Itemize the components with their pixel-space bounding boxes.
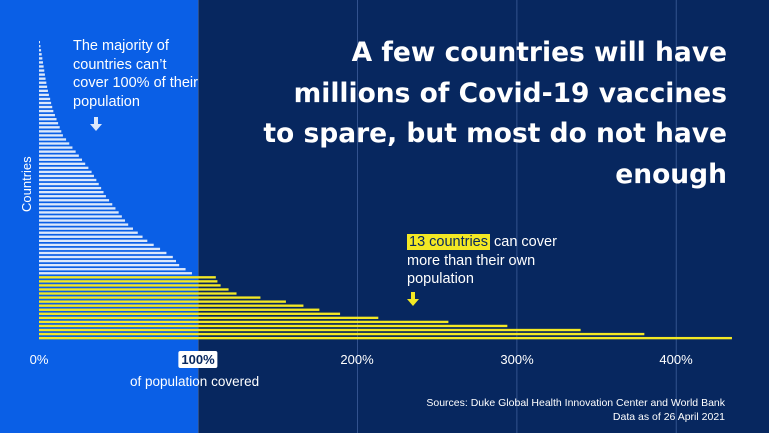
country-bar [39, 65, 44, 68]
country-bar [39, 41, 40, 44]
chart-title: A few countries will have millions of Co… [263, 37, 727, 190]
country-bar [39, 85, 48, 88]
country-bar [39, 101, 52, 105]
x-tick-300: 300% [500, 352, 534, 367]
country-bar [39, 324, 508, 328]
country-bar [39, 142, 70, 145]
country-bar [39, 126, 60, 129]
country-bar [39, 259, 176, 263]
country-bar [39, 134, 63, 137]
country-bar [39, 255, 173, 259]
country-bar [39, 316, 379, 320]
country-bar [39, 162, 86, 165]
country-bar [39, 292, 237, 295]
country-bar [39, 251, 167, 255]
country-bar [39, 146, 73, 149]
country-bar [39, 203, 113, 206]
x-tick-400: 400% [659, 352, 693, 367]
country-bar [39, 199, 110, 202]
country-bar [39, 174, 94, 178]
country-bar [39, 231, 138, 234]
country-bar [39, 284, 221, 287]
country-bar [39, 113, 55, 117]
country-bar [39, 118, 57, 121]
country-bar [39, 272, 192, 275]
country-bar [39, 328, 581, 332]
over-100-annotation: 13 countries can cover more than their o… [407, 233, 567, 289]
country-bar [39, 154, 79, 157]
country-bar [39, 312, 341, 315]
country-bar [39, 89, 48, 92]
over-100-panel [198, 0, 769, 433]
country-bar [39, 320, 449, 324]
country-bar [39, 296, 261, 299]
majority-annotation: The majority of countries can’t cover 10… [73, 38, 198, 110]
country-bar [39, 191, 104, 194]
country-bar [39, 182, 99, 186]
country-bar [39, 105, 53, 109]
country-bar [39, 268, 186, 271]
over-100-annotation-text: can cover more than their own population [407, 234, 557, 287]
country-bar [39, 332, 645, 336]
country-bar [39, 336, 732, 340]
country-bar [39, 227, 133, 230]
country-bar [39, 280, 218, 283]
country-bar [39, 219, 126, 222]
country-bar [39, 263, 180, 267]
country-bar [39, 223, 129, 226]
country-bar [39, 130, 62, 133]
country-bar [39, 300, 286, 303]
country-bar [39, 247, 161, 251]
country-bar [39, 122, 59, 125]
x-tick-100: 100% [178, 351, 218, 368]
country-bar [39, 49, 42, 52]
country-bar [39, 138, 67, 141]
country-bar [39, 195, 106, 198]
country-bar [39, 158, 83, 161]
country-bar [39, 97, 51, 101]
country-bar [39, 243, 154, 247]
country-bar [39, 61, 43, 64]
country-bar [39, 57, 43, 60]
country-bar [39, 77, 46, 80]
x-tick-200: 200% [340, 352, 374, 367]
arrow-down-icon [90, 117, 102, 131]
country-bar [39, 69, 45, 72]
sources-line: Sources: Duke Global Health Innovation C… [426, 397, 725, 409]
y-axis-label: Countries [19, 156, 34, 212]
country-bar [39, 178, 97, 182]
country-bar [39, 239, 148, 242]
country-bar [39, 308, 320, 311]
x-axis-label: of population covered [130, 374, 260, 389]
country-bar [39, 207, 116, 210]
country-bar [39, 81, 47, 84]
data-date-line: Data as of 26 April 2021 [612, 411, 725, 423]
country-bar [39, 186, 102, 190]
country-bar [39, 53, 42, 56]
country-bar [39, 170, 92, 174]
country-bar [39, 109, 54, 113]
country-bar [39, 288, 229, 291]
country-bar [39, 166, 89, 170]
highlight-count: 13 countries [407, 234, 490, 250]
country-bar [39, 215, 122, 218]
x-tick-0: 0% [29, 352, 49, 367]
country-bar [39, 73, 45, 76]
arrow-down-icon [407, 292, 419, 306]
country-bar [39, 93, 49, 97]
country-bar [39, 276, 216, 279]
country-bar [39, 45, 41, 48]
sources-note: Sources: Duke Global Health Innovation C… [426, 396, 725, 424]
country-bar [39, 211, 119, 214]
country-bar [39, 304, 304, 307]
country-bar [39, 150, 76, 153]
country-bar [39, 235, 143, 238]
